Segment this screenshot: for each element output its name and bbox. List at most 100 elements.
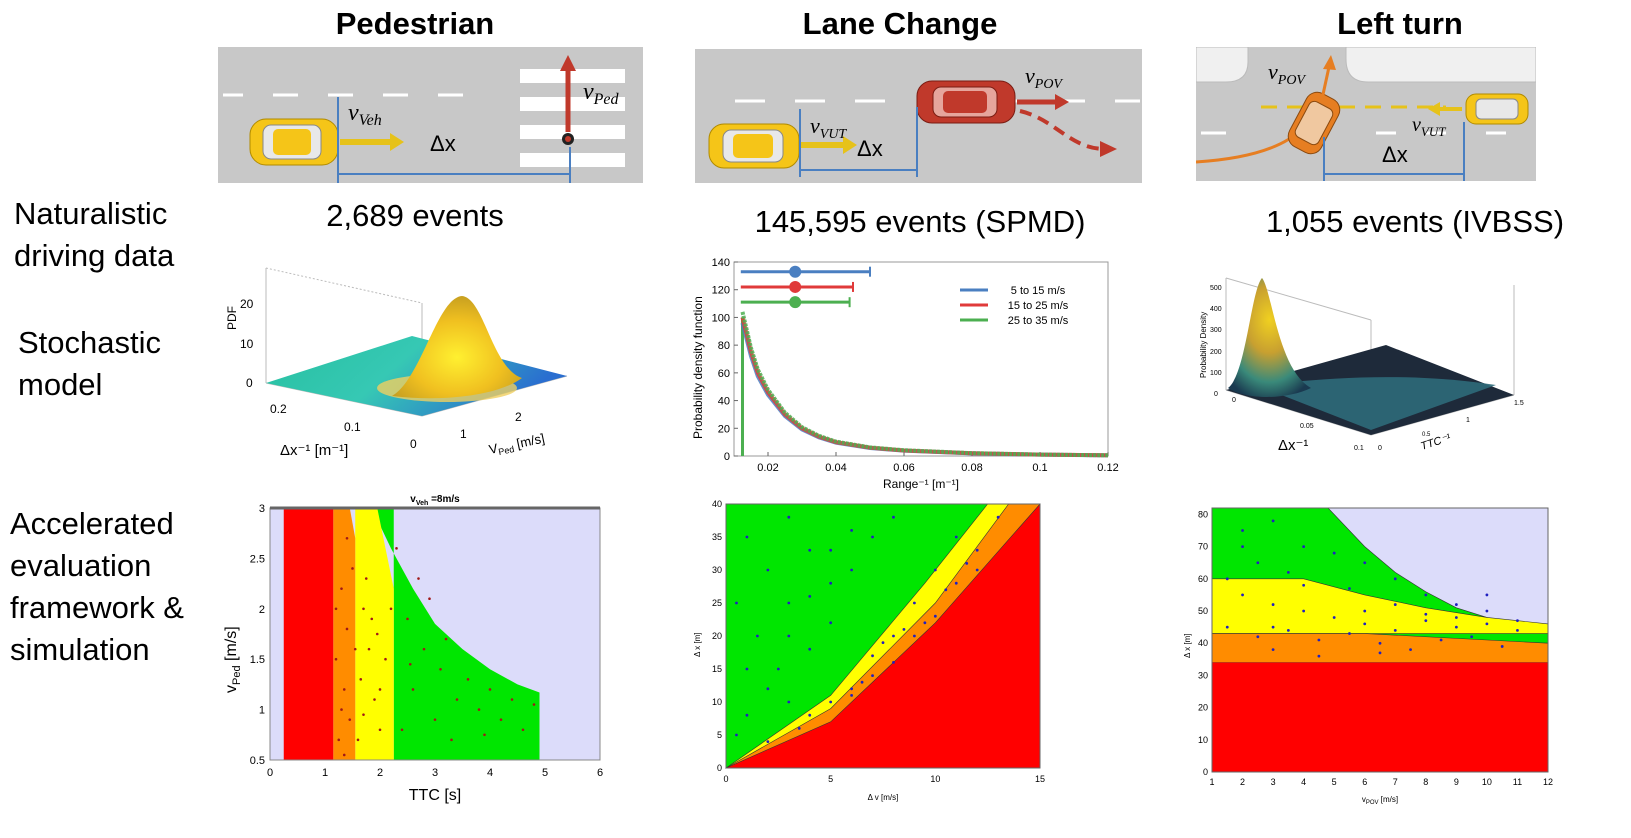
sample-point bbox=[850, 687, 853, 691]
v-pov-arrow bbox=[1320, 66, 1331, 100]
x-tick-label: 0.08 bbox=[961, 462, 982, 474]
sample-point bbox=[756, 634, 759, 638]
sample-point bbox=[532, 703, 536, 706]
x-tick-label: 0.02 bbox=[757, 462, 778, 474]
x-tick-label: 10 bbox=[1482, 777, 1492, 787]
sample-point bbox=[996, 515, 1000, 519]
vut-car bbox=[708, 123, 800, 169]
sample-point bbox=[400, 728, 404, 732]
sample-point bbox=[1363, 609, 1367, 613]
x-tick-label: 0.1 bbox=[1032, 462, 1047, 474]
x-axis-label: Δx⁻¹ [m⁻¹] bbox=[280, 442, 348, 459]
sample-point bbox=[466, 678, 470, 681]
sample-point bbox=[375, 632, 379, 636]
y-tick-label: 20 bbox=[718, 423, 730, 435]
sample-point bbox=[933, 568, 937, 572]
y-tick-label: 0 bbox=[724, 451, 730, 463]
z-axis-label: Probability Density bbox=[1199, 312, 1208, 378]
sample-point bbox=[829, 621, 833, 625]
y-tick-label: 60 bbox=[718, 368, 730, 380]
sample-point bbox=[345, 536, 349, 540]
lane-change-scene: vVUT vPOV Δx bbox=[695, 49, 1142, 183]
y-tick-label: 35 bbox=[712, 532, 722, 542]
sample-point bbox=[342, 753, 346, 757]
y-tick-label: 1 bbox=[259, 705, 265, 717]
sample-point bbox=[850, 529, 853, 532]
z-tick: 100 bbox=[1210, 370, 1222, 377]
pedestrian-scene: vVeh vPed Δx bbox=[218, 47, 643, 183]
sample-point bbox=[892, 661, 895, 664]
y-tick-label: 80 bbox=[718, 340, 730, 352]
y-tick-label: 20 bbox=[712, 631, 722, 641]
lane-change-pdf-chart: 0 20 40 60 80 100 120 140 0.02 0.04 0.06 0.08 0.1 0.1… bbox=[691, 257, 1119, 491]
sample-point bbox=[362, 713, 365, 716]
corner-right bbox=[1345, 47, 1536, 83]
x-tick-label: 2 bbox=[1240, 777, 1245, 787]
sample-point bbox=[923, 621, 927, 625]
sample-point bbox=[975, 568, 979, 572]
sample-point bbox=[735, 733, 738, 737]
sample-point bbox=[1241, 593, 1244, 597]
y-tick-label: 140 bbox=[712, 257, 730, 269]
sample-point bbox=[1256, 635, 1260, 639]
sample-point bbox=[871, 674, 874, 677]
sample-point bbox=[1516, 628, 1519, 632]
sample-point bbox=[334, 657, 338, 661]
dx-label: Δx bbox=[857, 136, 883, 161]
sample-point bbox=[499, 718, 503, 721]
sample-point bbox=[340, 708, 343, 711]
lane-change-region-chart: 0 5 10 15 0 5 10 15 20 25 30 35 40 Δ v [m/s] Δ x [m] bbox=[693, 499, 1045, 802]
row-label-accelerated: Accelerated evaluation framework & simul… bbox=[10, 503, 184, 671]
legend-label: 25 to 35 m/s bbox=[1008, 315, 1069, 327]
z-tick: 0 bbox=[1214, 391, 1218, 398]
sample-point bbox=[1302, 609, 1306, 613]
sample-point bbox=[892, 515, 895, 519]
x-tick-label: 10 bbox=[930, 774, 940, 784]
sample-point bbox=[954, 535, 958, 539]
sample-point bbox=[378, 728, 382, 732]
sample-point bbox=[829, 700, 833, 704]
event-count-pedestrian: 2,689 events bbox=[326, 198, 504, 233]
sample-point bbox=[510, 698, 514, 701]
x-tick: 0.2 bbox=[270, 402, 287, 416]
sample-point bbox=[933, 614, 937, 618]
lane-change-arrowhead bbox=[1100, 141, 1117, 157]
sample-point bbox=[1271, 648, 1275, 652]
sample-point bbox=[975, 548, 979, 552]
sample-point bbox=[1241, 529, 1244, 532]
sample-point bbox=[850, 568, 853, 572]
mean-marker bbox=[789, 265, 802, 278]
y-tick-label: 70 bbox=[1198, 542, 1208, 552]
x-tick-label: 9 bbox=[1454, 777, 1459, 787]
y-tick-label: 10 bbox=[712, 697, 722, 707]
sample-point bbox=[477, 708, 481, 711]
x-axis-label: vPOV [m/s] bbox=[1362, 795, 1398, 806]
sample-point bbox=[362, 607, 365, 611]
v-veh-arrowhead bbox=[390, 133, 404, 151]
sample-point bbox=[367, 647, 371, 651]
z-tick: 500 bbox=[1210, 285, 1222, 292]
sample-point bbox=[348, 718, 352, 721]
surface-tail bbox=[1256, 377, 1496, 430]
v-pov-label: vPOV bbox=[1025, 63, 1063, 92]
x-tick-label: 4 bbox=[1301, 777, 1306, 787]
sample-point bbox=[417, 577, 420, 580]
sample-point bbox=[1378, 641, 1382, 645]
sample-point bbox=[1424, 612, 1428, 616]
event-count-left-turn: 1,055 events (IVBSS) bbox=[1265, 204, 1565, 239]
z-tick: 20 bbox=[240, 297, 254, 311]
sample-point bbox=[766, 740, 770, 743]
sample-point bbox=[1393, 603, 1397, 606]
y-tick-label: 50 bbox=[1198, 606, 1208, 616]
sample-point bbox=[860, 680, 864, 684]
sample-point bbox=[450, 738, 453, 742]
sample-point bbox=[1225, 625, 1229, 629]
sample-point bbox=[389, 607, 393, 611]
mean-marker bbox=[789, 296, 802, 309]
column-title-pedestrian: Pedestrian bbox=[335, 6, 495, 41]
chart-title: vVeh =8m/s bbox=[410, 494, 460, 507]
sample-point bbox=[965, 562, 969, 565]
y-tick: 2 bbox=[515, 410, 522, 424]
lane-change-path bbox=[1019, 109, 1106, 151]
